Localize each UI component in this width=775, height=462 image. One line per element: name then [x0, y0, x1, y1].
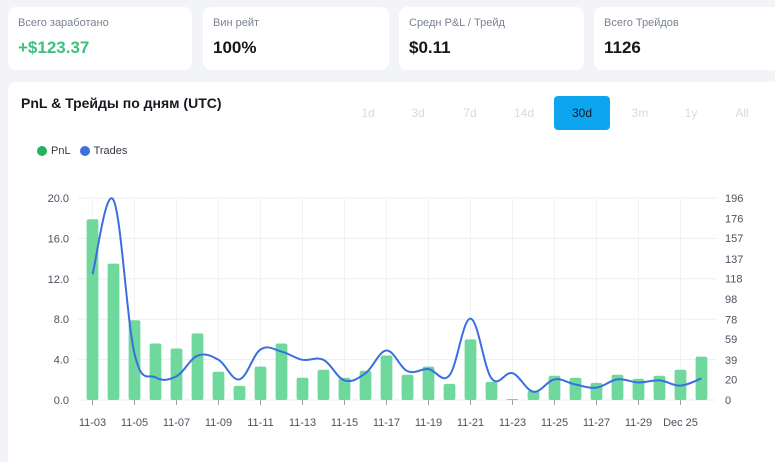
x-tick-label: Dec 25	[663, 417, 698, 429]
pnl-bar-11-07[interactable]	[170, 348, 183, 400]
pnl-bar-11-06[interactable]	[149, 343, 162, 400]
x-tick-label: 11-27	[583, 417, 610, 429]
x-tick-label: 11-25	[541, 417, 568, 429]
y-left-tick-label: 20.0	[48, 193, 69, 205]
pnl-trades-chart: 0.0 4.0 8.0 12.0 16.0 20.0 0 20 39 59 78 98 118 137 1…	[48, 193, 744, 429]
pnl-bar-11-29[interactable]	[632, 378, 645, 400]
timeframe-14d[interactable]: 14d	[513, 106, 535, 120]
y-axis-right: 0 20 39 59 78 98 118 137 157 176 196	[725, 193, 743, 407]
y-axis-left: 0.0 4.0 8.0 12.0 16.0 20.0	[48, 193, 69, 407]
x-tick-label: 11-15	[331, 417, 358, 429]
pnl-dot-icon	[37, 146, 47, 156]
y-right-tick-label: 98	[725, 294, 737, 306]
y-right-tick-label: 39	[725, 355, 737, 367]
pnl-bar-11-12[interactable]	[275, 343, 288, 400]
x-tick-label: 11-21	[457, 417, 484, 429]
stat-label: Всего заработано	[18, 17, 109, 29]
stat-label: Средн P&L / Трейд	[409, 17, 505, 29]
pnl-bar-11-10[interactable]	[233, 385, 246, 400]
legend-label-trades: Trades	[93, 145, 128, 157]
x-tick-label: 11-29	[625, 417, 652, 429]
pnl-bar-11-15[interactable]	[338, 377, 351, 400]
panel-title: PnL & Трейды по дням (UTC)	[21, 95, 222, 111]
pnl-bar-11-16[interactable]	[359, 370, 372, 400]
stat-value: 1126	[604, 38, 641, 57]
pnl-bar-11-11[interactable]	[254, 366, 267, 400]
y-left-tick-label: 0.0	[54, 395, 69, 407]
pnl-bar-11-27[interactable]	[590, 382, 603, 400]
pnl-bar-11-14[interactable]	[317, 369, 330, 400]
y-left-tick-label: 4.0	[54, 355, 69, 367]
x-tick-label: 11-17	[373, 417, 400, 429]
stat-value: $0.11	[409, 38, 451, 57]
stat-card-total-earned: Всего заработано +$123.37	[8, 7, 192, 70]
pnl-bar-11-20[interactable]	[443, 383, 456, 400]
y-right-tick-label: 118	[725, 273, 743, 285]
pnl-bar-11-19[interactable]	[422, 366, 435, 400]
x-tick-label: 11-03	[79, 417, 106, 429]
y-left-tick-label: 12.0	[48, 274, 69, 286]
pnl-bar-11-24[interactable]	[527, 390, 540, 400]
y-right-tick-label: 78	[725, 315, 737, 327]
y-right-tick-label: 137	[725, 254, 743, 266]
stats-cards: Всего заработано +$123.37 Вин рейт 100% …	[8, 7, 775, 70]
pnl-bar-11-30[interactable]	[653, 375, 666, 400]
stat-value: 100%	[213, 38, 257, 57]
trades-line-group	[91, 197, 702, 393]
stat-card-win-rate: Вин рейт 100%	[203, 7, 389, 70]
y-right-tick-label: 20	[725, 374, 737, 386]
pnl-bar-12-02[interactable]	[695, 356, 708, 400]
pnl-bar-11-23[interactable]	[506, 398, 519, 400]
x-tick-label: 11-23	[499, 417, 526, 429]
chart-legend: PnL Trades	[37, 145, 136, 157]
pnl-bar-11-21[interactable]	[464, 339, 477, 400]
pnl-bar-11-17[interactable]	[380, 355, 393, 400]
legend-item-pnl[interactable]: PnL	[37, 145, 71, 157]
pnl-bar-11-09[interactable]	[212, 371, 225, 400]
trades-line[interactable]	[91, 197, 702, 393]
timeframe-30d[interactable]: 30d	[554, 96, 610, 130]
chart-panel: PnL & Трейды по дням (UTC) 1d 3d 7d 14d …	[8, 82, 775, 462]
y-right-tick-label: 196	[725, 193, 743, 205]
pnl-bar-11-22[interactable]	[485, 381, 498, 400]
y-left-tick-label: 8.0	[54, 314, 69, 326]
timeframe-1y[interactable]: 1y	[684, 106, 698, 120]
legend-label-pnl: PnL	[51, 145, 71, 157]
timeframe-3m[interactable]: 3m	[631, 106, 649, 120]
pnl-bar-11-08[interactable]	[191, 333, 204, 400]
x-tick-label: 11-05	[121, 417, 148, 429]
y-left-tick-label: 16.0	[48, 233, 69, 245]
pnl-bar-11-26[interactable]	[569, 377, 582, 400]
pnl-bar-11-03[interactable]	[86, 219, 99, 400]
pnl-bar-11-25[interactable]	[548, 375, 561, 400]
x-axis: 11-03 11-05 11-07 11-09 11-11 11-13 11-15 11-17…	[79, 400, 698, 429]
x-tick-label: 11-13	[289, 417, 316, 429]
stat-label: Всего Трейдов	[604, 17, 679, 29]
timeframe-7d[interactable]: 7d	[463, 106, 477, 120]
y-right-tick-label: 0	[725, 395, 731, 407]
legend-item-trades[interactable]: Trades	[79, 145, 128, 157]
y-right-tick-label: 59	[725, 334, 737, 346]
stat-card-total-trades: Всего Трейдов 1126	[594, 7, 775, 70]
x-tick-label: 11-07	[163, 417, 190, 429]
stat-card-avg-pnl: Средн P&L / Трейд $0.11	[399, 7, 584, 70]
pnl-bar-11-04[interactable]	[107, 263, 120, 400]
y-right-tick-label: 157	[725, 233, 743, 245]
timeframe-all[interactable]: All	[735, 106, 749, 120]
pnl-bar-11-18[interactable]	[401, 374, 414, 400]
timeframe-1d[interactable]: 1d	[361, 106, 375, 120]
stat-label: Вин рейт	[213, 17, 260, 29]
pnl-bar-11-13[interactable]	[296, 377, 309, 400]
x-tick-label: 11-19	[415, 417, 442, 429]
stat-value: +$123.37	[18, 38, 90, 57]
x-tick-label: 11-09	[205, 417, 232, 429]
trades-dot-icon	[79, 146, 90, 156]
y-right-tick-label: 176	[725, 214, 743, 226]
x-tick-label: 11-11	[247, 417, 274, 429]
timeframe-3d[interactable]: 3d	[411, 106, 425, 120]
